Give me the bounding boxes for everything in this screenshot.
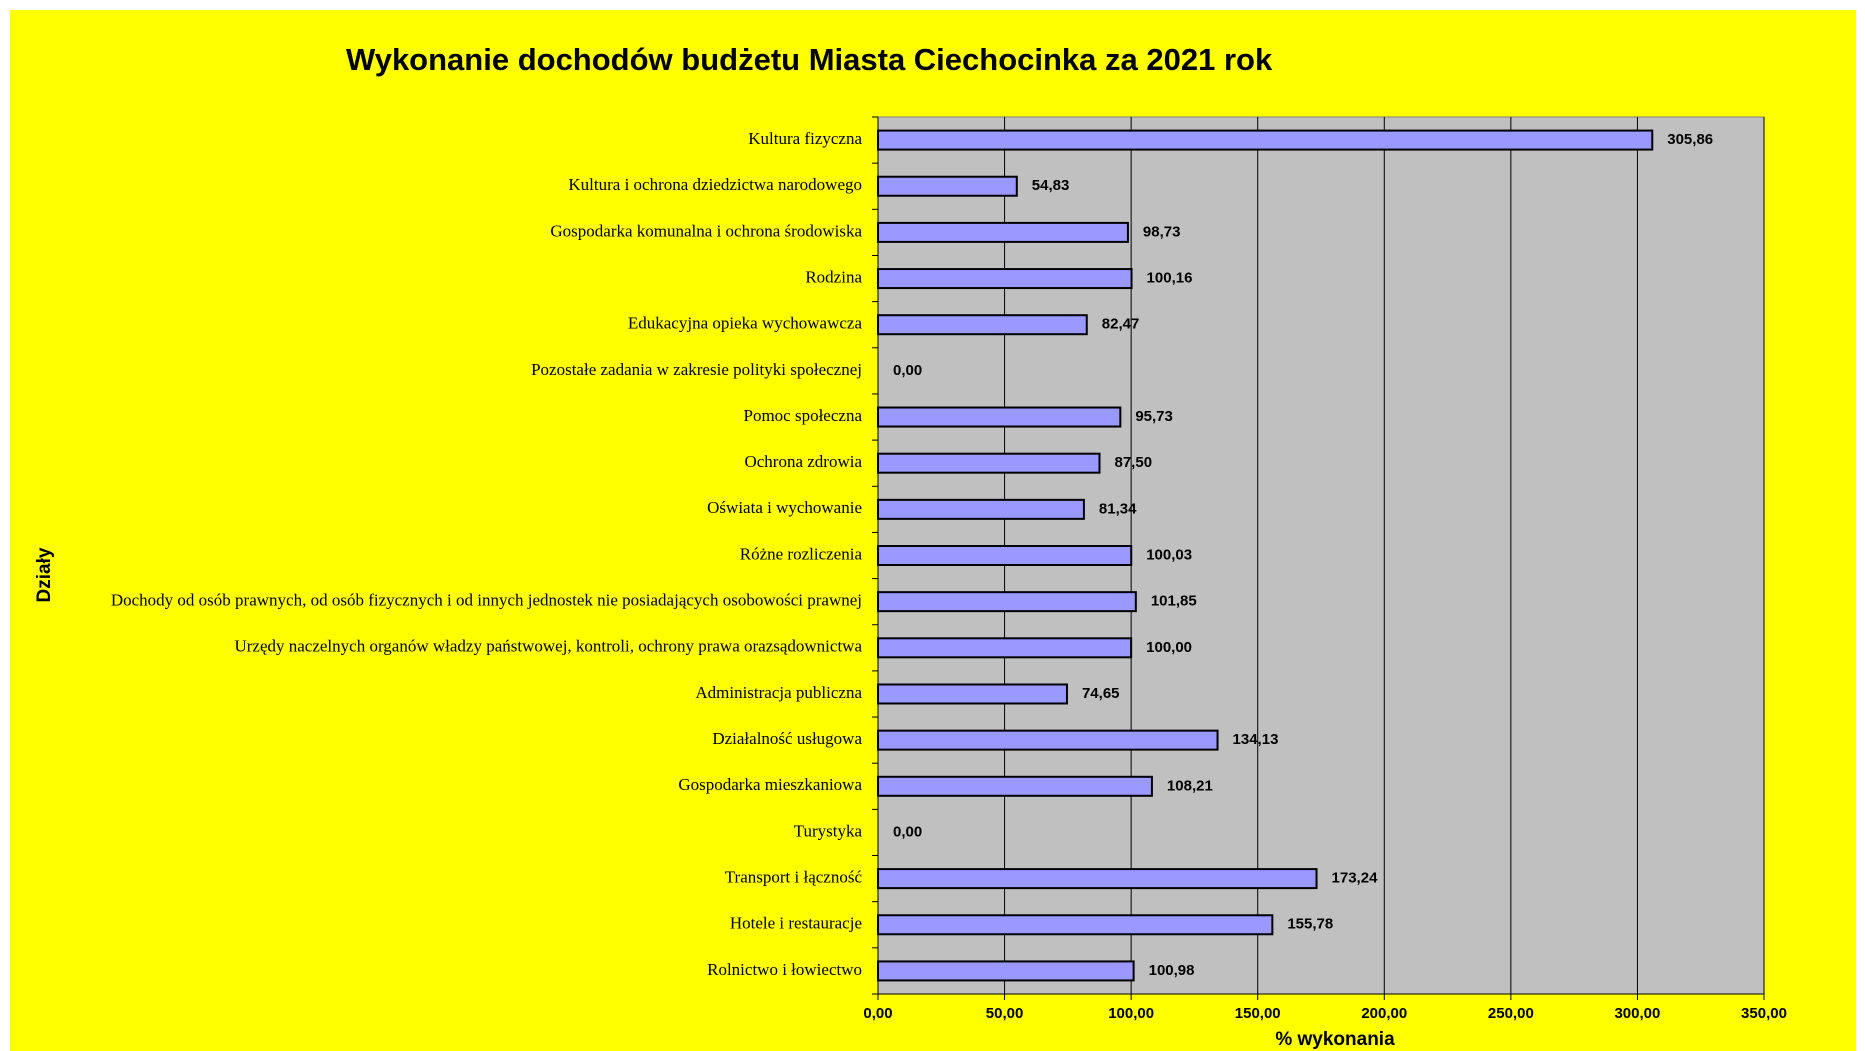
y-tick-label: Gospodarka komunalna i ochrona środowisk… — [550, 221, 862, 240]
bar — [877, 960, 1135, 982]
bar — [877, 314, 1088, 336]
x-tick-label: 300,00 — [1614, 1005, 1660, 1022]
bar — [877, 729, 1219, 751]
value-label: 0,00 — [893, 823, 922, 840]
value-label: 74,65 — [1082, 685, 1120, 702]
bar — [877, 868, 1318, 890]
x-tick-label: 0,00 — [863, 1005, 892, 1022]
y-tick-label: Ochrona zdrowia — [744, 452, 862, 471]
x-tick-label: 100,00 — [1108, 1005, 1154, 1022]
x-tick-label: 50,00 — [986, 1005, 1024, 1022]
value-label: 173,24 — [1332, 870, 1379, 887]
value-label: 100,16 — [1147, 270, 1193, 287]
value-label: 108,21 — [1167, 777, 1213, 794]
value-label: 98,73 — [1143, 223, 1181, 240]
value-label: 134,13 — [1233, 731, 1279, 748]
value-label: 100,00 — [1146, 639, 1192, 656]
x-tick-label: 150,00 — [1235, 1005, 1281, 1022]
value-label: 87,50 — [1115, 454, 1153, 471]
value-label: 155,78 — [1287, 916, 1333, 933]
y-tick-label: Gospodarka mieszkaniowa — [678, 775, 862, 794]
value-label: 101,85 — [1151, 593, 1197, 610]
y-tick-label: Kultura fizyczna — [748, 129, 862, 148]
y-tick-label: Administracja publiczna — [695, 683, 862, 702]
bar — [877, 545, 1133, 566]
y-tick-label: Działalność usługowa — [712, 729, 862, 748]
bar — [877, 129, 1654, 151]
value-label: 54,83 — [1032, 177, 1070, 194]
value-label: 81,34 — [1099, 500, 1137, 517]
value-label: 95,73 — [1135, 408, 1173, 425]
y-tick-label: Urzędy naczelnych organów władzy państwo… — [234, 637, 862, 656]
value-label: 100,03 — [1146, 546, 1192, 563]
y-tick-label: Oświata i wychowanie — [707, 498, 862, 517]
y-tick-label: Pomoc społeczna — [744, 406, 863, 425]
y-tick-label: Rodzina — [805, 267, 862, 286]
bar — [877, 406, 1122, 428]
y-tick-label: Różne rozliczenia — [740, 544, 863, 563]
bar — [877, 683, 1068, 705]
bar — [877, 591, 1137, 613]
y-tick-label: Rolnictwo i łowiectwo — [707, 960, 862, 979]
y-tick-label: Kultura i ochrona dziedzictwa narodowego — [568, 175, 862, 194]
x-tick-label: 350,00 — [1741, 1005, 1787, 1022]
value-label: 100,98 — [1149, 962, 1195, 979]
y-tick-label: Pozostałe zadania w zakresie polityki sp… — [531, 360, 862, 379]
x-tick-label: 250,00 — [1488, 1005, 1534, 1022]
y-tick-label: Dochody od osób prawnych, od osób fizycz… — [111, 591, 862, 610]
bar — [877, 175, 1018, 197]
y-tick-label: Edukacyjna opieka wychowawcza — [628, 314, 863, 333]
bar — [877, 452, 1101, 474]
y-tick-label: Hotele i restauracje — [730, 914, 862, 933]
bar — [877, 775, 1153, 797]
y-tick-label: Turystyka — [794, 821, 863, 840]
value-label: 0,00 — [893, 362, 922, 379]
bar — [877, 498, 1085, 520]
x-tick-label: 200,00 — [1361, 1005, 1407, 1022]
x-axis-title: % wykonania — [1275, 1029, 1395, 1050]
bar — [877, 268, 1133, 290]
y-axis-title: Działy — [34, 547, 55, 602]
bar — [877, 914, 1274, 936]
bar — [877, 221, 1129, 243]
value-label: 305,86 — [1667, 131, 1713, 148]
chart-title: Wykonanie dochodów budżetu Miasta Ciecho… — [346, 42, 1273, 77]
value-label: 82,47 — [1102, 316, 1140, 333]
y-tick-label: Transport i łączność — [725, 868, 863, 887]
bar — [877, 637, 1133, 659]
